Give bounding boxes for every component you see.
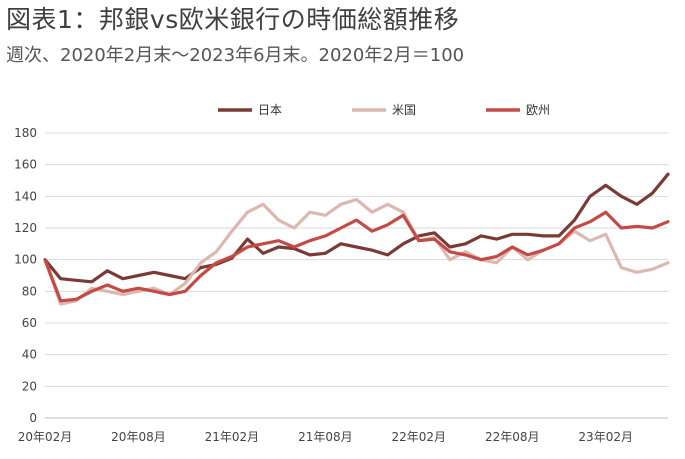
chart-title: 図表1：邦銀vs欧米銀行の時価総額推移 — [6, 5, 460, 34]
chart-axes: 0 20 40 60 80 100 120 140 160 180 20年02月 20年08月 21年0… — [14, 126, 668, 444]
legend-label-2: 米国 — [392, 103, 416, 117]
x-tick-label: 20年02月 — [18, 430, 73, 444]
x-tick-label: 21年02月 — [205, 430, 260, 444]
chart-gridlines — [45, 132, 668, 387]
y-tick-label: 60 — [22, 316, 37, 330]
y-tick-label: 160 — [14, 158, 37, 172]
x-tick-label: 21年08月 — [298, 430, 353, 444]
y-tick-label: 100 — [14, 253, 37, 267]
y-tick-label: 180 — [14, 126, 37, 140]
legend-label-3: 欧州 — [526, 103, 550, 117]
x-tick-label: 23年02月 — [578, 430, 633, 444]
chart-subtitle: 週次、2020年2月末～2023年6月末。2020年2月＝100 — [6, 45, 465, 66]
x-tick-label: 22年08月 — [485, 430, 540, 444]
y-tick-label: 40 — [22, 348, 37, 362]
y-tick-label: 120 — [14, 221, 37, 235]
y-tick-label: 20 — [22, 379, 37, 393]
y-tick-label: 140 — [14, 189, 37, 203]
chart-series — [43, 172, 670, 306]
x-tick-label: 22年02月 — [392, 430, 447, 444]
x-tick-label: 20年08月 — [111, 430, 166, 444]
legend-label-1: 日本 — [258, 103, 282, 117]
y-tick-label: 80 — [22, 284, 37, 298]
y-tick-label: 0 — [29, 411, 37, 425]
chart-legend: 日本 米国 欧州 — [218, 103, 550, 117]
series-line-3 — [43, 210, 670, 303]
